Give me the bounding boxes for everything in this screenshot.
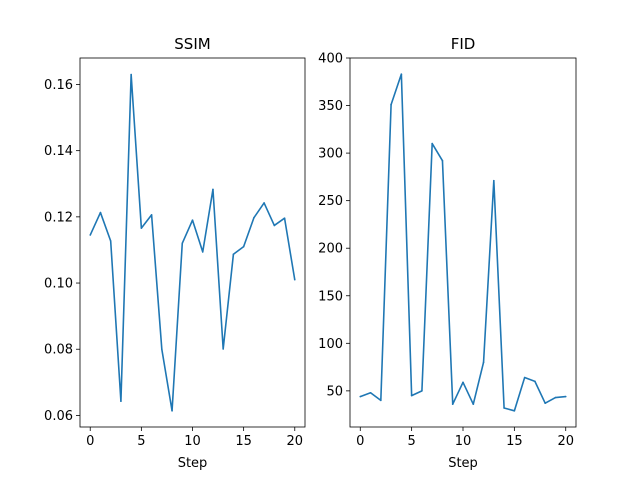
fid-x-axis-label: Step <box>448 456 478 471</box>
ssim-data-point <box>212 188 214 191</box>
ssim-data-point <box>263 202 265 204</box>
ssim-x-tick-label: 0 <box>86 434 94 449</box>
fid-data-point <box>451 403 454 405</box>
ssim-data-point <box>89 234 92 236</box>
fid-data-point <box>431 142 433 145</box>
fid-data-point <box>544 402 546 405</box>
ssim-y-tick-label: 0.06 <box>44 409 73 424</box>
fid-y-tick-label: 50 <box>326 384 343 399</box>
ssim-x-tick-label: 20 <box>286 434 303 449</box>
ssim-chart: SSIM 0 5 10 15 20 0.06 0.08 0.10 0.12 0.14 0.16 Step <box>44 35 306 471</box>
ssim-x-tick-label: 10 <box>184 434 201 449</box>
fid-y-tick-label: 150 <box>318 289 343 304</box>
ssim-data-point <box>293 278 296 281</box>
ssim-axes-frame <box>79 57 306 428</box>
ssim-data-point <box>130 73 132 76</box>
fid-axes-frame <box>349 57 577 428</box>
fid-x-tick-label: 20 <box>557 434 574 449</box>
fid-data-point <box>554 396 557 399</box>
ssim-data-point <box>109 240 112 242</box>
ssim-y-tick-label: 0.08 <box>44 343 73 358</box>
ssim-data-point <box>191 219 194 221</box>
ssim-x-tick-label: 5 <box>137 434 145 449</box>
fid-title: FID <box>451 35 476 53</box>
fid-y-tick-label: 300 <box>318 147 343 162</box>
ssim-data-point <box>161 348 163 351</box>
ssim-x-axis-label: Step <box>178 456 208 471</box>
fid-data-point <box>564 395 567 398</box>
fid-y-tick-label: 350 <box>318 99 343 114</box>
fid-x-tick-label: 5 <box>407 434 415 449</box>
ssim-data-point <box>150 214 153 216</box>
fid-chart: FID 0 5 10 15 20 50 100 150 200 250 300 350 400 Step <box>318 35 577 471</box>
fid-data-point <box>534 380 536 383</box>
ssim-data-point <box>222 348 224 350</box>
fid-y-tick-label: 200 <box>318 242 343 257</box>
fid-data-point <box>390 103 392 106</box>
ssim-data-point <box>201 251 204 253</box>
fid-data-point <box>472 403 475 405</box>
fid-data-point <box>441 159 444 162</box>
ssim-data-point <box>253 217 255 219</box>
fid-data-point <box>493 179 495 182</box>
fid-x-tick-label: 15 <box>506 434 523 449</box>
fid-y-tick-label: 400 <box>318 52 343 67</box>
ssim-data-point <box>140 227 143 229</box>
fid-y-tick-label: 250 <box>318 194 343 209</box>
fid-x-tick-label: 0 <box>356 434 364 449</box>
ssim-data-point <box>120 400 122 402</box>
ssim-y-tick-label: 0.10 <box>44 277 73 292</box>
ssim-y-tick-label: 0.16 <box>44 78 73 93</box>
ssim-y-tick-label: 0.12 <box>44 210 73 225</box>
ssim-y-tick-label: 0.14 <box>44 144 73 159</box>
ssim-data-point <box>99 211 102 214</box>
fid-data-point <box>513 410 516 412</box>
fid-data-point <box>482 361 485 364</box>
fid-data-point <box>410 394 413 397</box>
ssim-x-tick-label: 15 <box>235 434 252 449</box>
fid-data-point <box>359 395 362 398</box>
ssim-data-point <box>273 224 276 227</box>
ssim-data-point <box>232 253 235 256</box>
fid-data-point <box>462 381 464 384</box>
fid-data-point <box>369 391 372 394</box>
fid-data-point <box>503 407 505 409</box>
ssim-data-point <box>181 242 184 245</box>
ssim-title: SSIM <box>174 35 210 53</box>
ssim-data-point <box>171 409 173 412</box>
fid-data-point <box>380 399 382 402</box>
ssim-data-point <box>242 245 245 248</box>
fid-data-point <box>523 376 526 379</box>
ssim-data-point <box>283 217 286 219</box>
fid-x-tick-label: 10 <box>455 434 472 449</box>
fid-y-tick-label: 100 <box>318 337 343 352</box>
fid-data-point <box>421 390 423 392</box>
fid-data-point <box>400 73 403 75</box>
